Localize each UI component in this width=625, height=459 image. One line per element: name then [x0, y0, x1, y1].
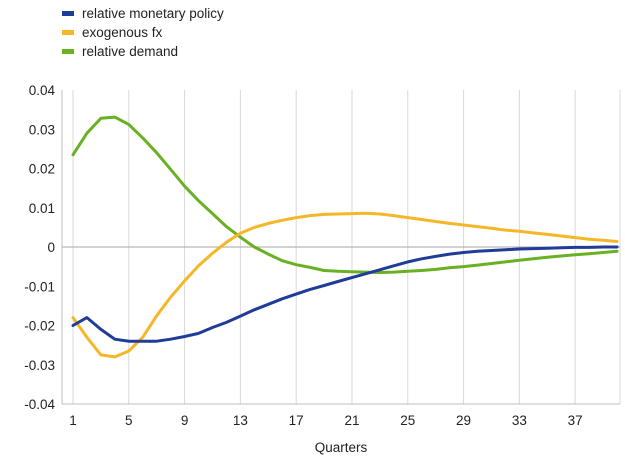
x-tick-label: 13	[233, 413, 248, 428]
x-tick-label: 21	[344, 413, 359, 428]
series-line-exogenous-fx	[71, 211, 619, 359]
series-line-relative-demand	[71, 115, 619, 274]
legend-label-exogenous-fx: exogenous fx	[82, 25, 163, 40]
y-tick-label: -0.04	[24, 397, 55, 412]
legend-label-relative-demand: relative demand	[82, 44, 179, 59]
legend-item-exogenous-fx: exogenous fx	[62, 23, 224, 42]
x-tick-label: 33	[512, 413, 527, 428]
y-tick-label: -0.02	[24, 319, 55, 334]
legend: relative monetary policy exogenous fx re…	[62, 4, 224, 61]
y-tick-label: 0	[47, 240, 55, 255]
legend-swatch-relative-monetary-policy	[62, 11, 74, 16]
legend-label-relative-monetary-policy: relative monetary policy	[82, 6, 224, 21]
legend-swatch-exogenous-fx	[62, 30, 74, 35]
x-tick-label: 9	[181, 413, 189, 428]
x-tick-label: 37	[568, 413, 583, 428]
legend-swatch-relative-demand	[62, 49, 74, 54]
y-tick-label: -0.03	[24, 358, 55, 373]
x-tick-label: 29	[456, 413, 471, 428]
series-line-relative-monetary-policy	[71, 245, 619, 343]
y-tick-label: 0.02	[29, 162, 55, 177]
x-axis-title: Quarters	[315, 440, 368, 455]
x-tick-label: 5	[125, 413, 133, 428]
y-tick-label: 0.01	[29, 201, 55, 216]
y-tick-label: 0.04	[29, 83, 56, 98]
y-tick-label: 0.03	[29, 122, 55, 137]
y-tick-label: -0.01	[24, 279, 55, 294]
legend-item-relative-demand: relative demand	[62, 42, 224, 61]
legend-item-relative-monetary-policy: relative monetary policy	[62, 4, 224, 23]
x-tick-label: 1	[69, 413, 77, 428]
x-tick-label: 25	[400, 413, 415, 428]
x-tick-label: 17	[289, 413, 304, 428]
